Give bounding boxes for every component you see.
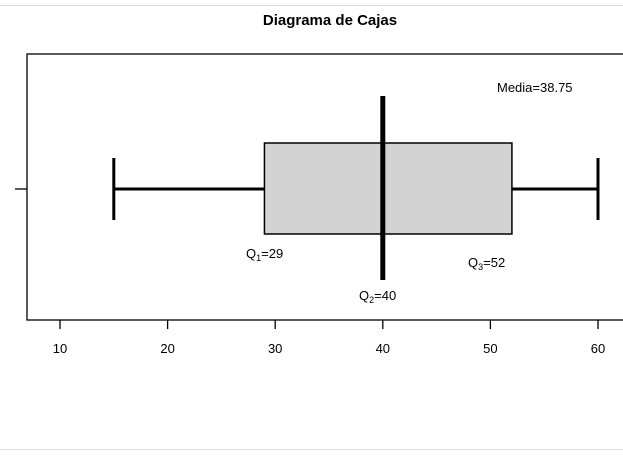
mean-annotation: Media=38.75 bbox=[497, 80, 573, 95]
x-tick-label-30: 30 bbox=[268, 341, 282, 356]
q2-annotation: Q2=40 bbox=[359, 288, 396, 305]
x-tick-label-50: 50 bbox=[483, 341, 497, 356]
x-tick-label-60: 60 bbox=[591, 341, 605, 356]
x-tick-label-20: 20 bbox=[160, 341, 174, 356]
x-axis-ticks bbox=[59, 320, 599, 329]
q1-annotation: Q1=29 bbox=[246, 246, 283, 263]
chart-title: Diagrama de Cajas bbox=[263, 12, 397, 29]
x-axis-tick-labels: 10 20 30 40 50 60 bbox=[53, 341, 605, 356]
x-tick-label-10: 10 bbox=[53, 341, 67, 356]
x-tick-label-40: 40 bbox=[376, 341, 390, 356]
iqr-box bbox=[263, 142, 513, 235]
q3-annotation: Q3=52 bbox=[468, 255, 505, 272]
